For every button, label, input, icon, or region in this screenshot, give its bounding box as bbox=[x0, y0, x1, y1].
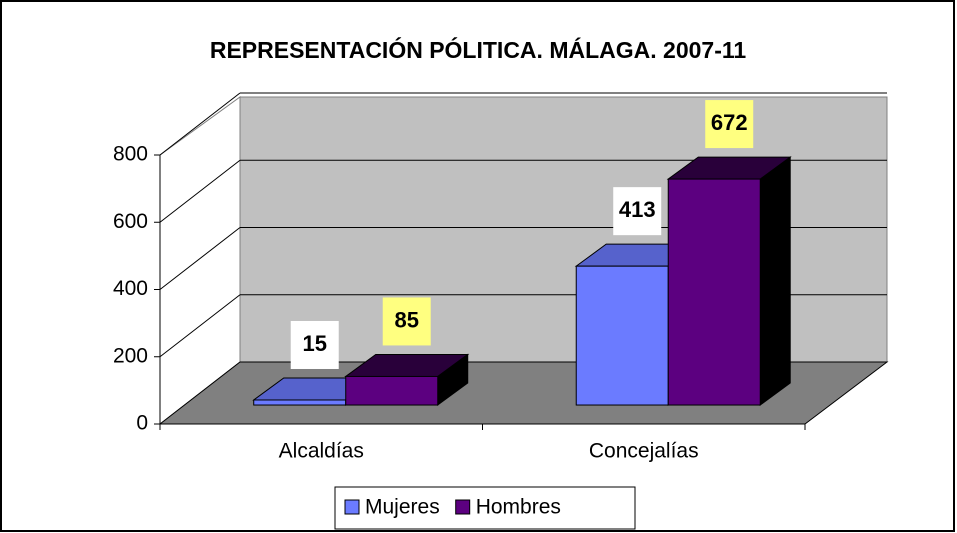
chart-title: REPRESENTACIÓN PÓLITICA. MÁLAGA. 2007-11 bbox=[210, 36, 747, 63]
y-tick-label: 0 bbox=[136, 412, 148, 435]
grid-line bbox=[159, 92, 241, 156]
bar bbox=[667, 178, 761, 406]
data-label-bg bbox=[382, 297, 431, 346]
bar bbox=[345, 375, 439, 406]
y-tick-label: 400 bbox=[113, 277, 148, 300]
bar bbox=[253, 399, 347, 406]
x-tick-label: Alcaldías bbox=[279, 440, 364, 463]
legend-swatch bbox=[344, 499, 360, 515]
data-label: 15 bbox=[302, 331, 326, 356]
data-label: 672 bbox=[711, 110, 748, 135]
grid-line bbox=[159, 294, 241, 358]
bar bbox=[575, 265, 669, 406]
legend-label: Hombres bbox=[476, 496, 561, 519]
legend-label: Mujeres bbox=[365, 496, 440, 519]
legend bbox=[334, 486, 636, 530]
x-tick-label: Concejalías bbox=[589, 440, 699, 463]
data-label-bg bbox=[613, 187, 662, 236]
legend-swatch bbox=[455, 499, 471, 515]
grid-line bbox=[159, 159, 241, 223]
y-tick-label: 200 bbox=[113, 344, 148, 367]
data-label-bg bbox=[290, 320, 339, 369]
y-tick-label: 800 bbox=[113, 143, 148, 166]
data-label: 413 bbox=[619, 197, 656, 222]
y-tick-label: 600 bbox=[113, 210, 148, 233]
data-label: 85 bbox=[394, 307, 418, 332]
bar-side bbox=[759, 156, 791, 407]
grid-line bbox=[159, 227, 241, 290]
data-label-bg bbox=[705, 100, 754, 149]
